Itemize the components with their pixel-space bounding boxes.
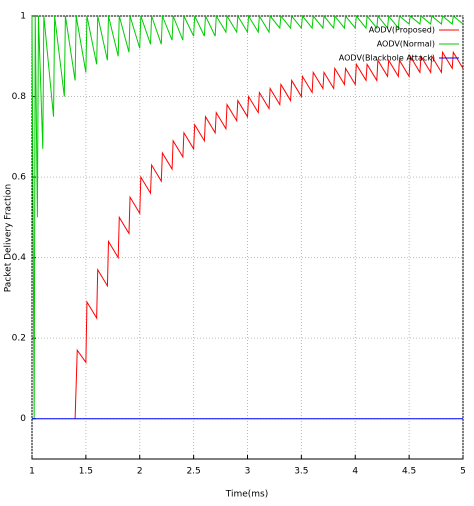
x-tick-label: 4.5 bbox=[402, 467, 416, 477]
y-axis-label: Packet Delivery Fraction bbox=[4, 184, 14, 292]
x-tick-label: 2.5 bbox=[186, 467, 200, 477]
x-tick-label: 2 bbox=[137, 467, 143, 477]
x-tick-label: 1 bbox=[29, 467, 35, 477]
x-tick-label: 3.5 bbox=[294, 467, 308, 477]
legend-label: AODV(Blackhole Attack) bbox=[339, 54, 435, 63]
y-tick-label: 0.6 bbox=[12, 173, 27, 183]
y-tick-label: 0 bbox=[20, 414, 26, 424]
legend-label: AODV(Proposed) bbox=[369, 26, 435, 35]
y-tick-label: 1 bbox=[20, 12, 26, 22]
x-tick-label: 5 bbox=[460, 467, 466, 477]
x-tick-label: 3 bbox=[245, 467, 251, 477]
legend-label: AODV(Normal) bbox=[377, 40, 435, 49]
series-line bbox=[74, 50, 464, 419]
y-tick-label: 0.4 bbox=[12, 253, 27, 263]
y-tick-label: 0.2 bbox=[12, 334, 26, 344]
x-axis-label: Time(ms) bbox=[225, 490, 269, 500]
x-tick-label: 1.5 bbox=[79, 467, 93, 477]
y-tick-label: 0.8 bbox=[12, 92, 27, 102]
x-tick-label: 4 bbox=[352, 467, 358, 477]
series-line bbox=[31, 14, 464, 419]
